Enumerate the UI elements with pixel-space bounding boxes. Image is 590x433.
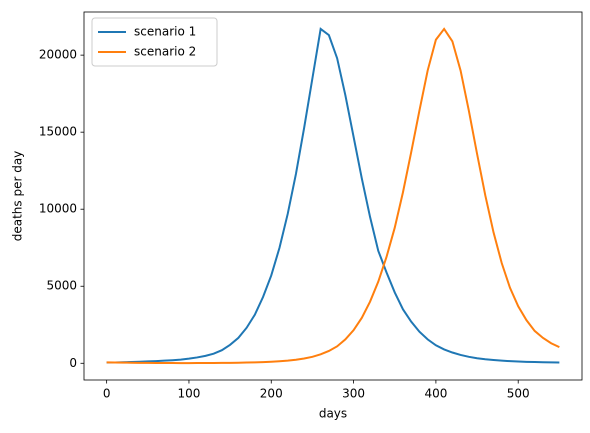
legend-box xyxy=(91,17,218,67)
x-axis-label: days xyxy=(319,407,347,421)
x-tick-label: 100 xyxy=(177,387,200,401)
legend-label: scenario 1 xyxy=(134,25,196,39)
plot-frame xyxy=(83,11,583,381)
y-axis-label: deaths per day xyxy=(11,151,25,242)
y-tick-label: 20000 xyxy=(39,48,77,62)
x-tick-label: 400 xyxy=(424,387,447,401)
series-line xyxy=(106,27,560,364)
x-tick-label: 0 xyxy=(103,387,111,401)
y-tick-label: 0 xyxy=(69,356,77,370)
x-tick-label: 500 xyxy=(507,387,530,401)
x-tick-label: 300 xyxy=(342,387,365,401)
series-line xyxy=(106,27,560,365)
x-tick-label: 200 xyxy=(260,387,283,401)
legend: scenario 1 scenario 2 xyxy=(91,17,218,67)
y-tick-label: 10000 xyxy=(39,202,77,216)
legend-label: scenario 2 xyxy=(134,45,196,59)
y-tick-label: 5000 xyxy=(46,279,77,293)
y-tick-label: 15000 xyxy=(39,125,77,139)
